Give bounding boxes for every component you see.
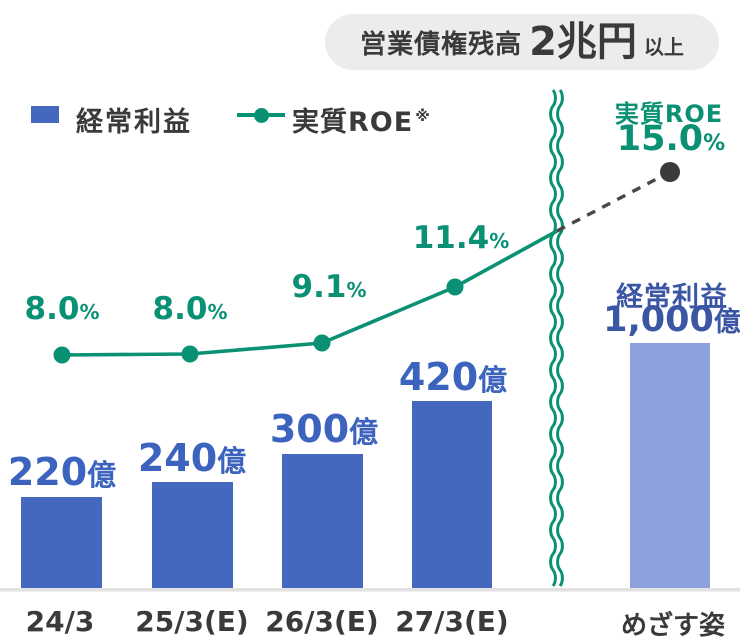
goal-roe-unit: % [703,131,726,156]
roe-point-label: 11.4% [413,223,510,254]
roe-unit: % [207,300,228,324]
roe-unit: % [489,229,510,253]
bar-value-num: 420 [398,355,479,399]
line-marker-dot-icon [254,108,269,123]
bar-25-3 [152,482,233,589]
bar-value-label: 220億 [8,453,116,491]
bar-value-num: 240 [137,436,218,480]
legend-bar-label: 経常利益 [76,107,192,138]
legend: 経常利益 実質ROE ※ [0,92,560,139]
bar-value-unit: 億 [87,458,117,492]
header-badge: 営業債権残高 2兆円 以上 [325,14,719,70]
bar-series-swatch [31,106,59,123]
bar-26-3 [282,454,363,589]
bar-value-unit: 億 [349,415,379,449]
goal-profit-unit: 億 [713,307,740,338]
goal-profit-title: 経常利益 [616,282,728,313]
goal-roe-value: 15.0% [617,122,725,157]
roe-unit: % [79,300,100,324]
roe-num: 11.4 [412,220,490,256]
bar-value-label: 420億 [399,358,507,396]
legend-footnote-mark: ※ [415,107,431,125]
roe-point-label: 8.0% [25,294,100,325]
x-axis-label: 27/3(E) [395,605,509,638]
bar-goal [630,343,710,589]
roe-point-label: 9.1% [292,272,367,303]
goal-profit-value: 1,000億 [603,303,740,338]
bar-value-num: 300 [269,407,350,451]
x-axis-label: めざす姿 [620,611,726,640]
legend-line-label-text: 実質ROE [292,107,414,138]
roe-unit: % [346,278,367,302]
badge-suffix-text: 以上 [643,34,684,59]
legend-line-label: 実質ROE ※ [292,100,431,139]
roe-point-label: 8.0% [153,294,228,325]
badge-prefix-text: 営業債権残高 [360,29,523,60]
line-series-marker [237,104,285,126]
bar-value-num: 220 [7,450,88,494]
roe-num: 8.0 [152,291,208,327]
badge-value-text: 2兆円 [529,19,637,65]
goal-roe-num: 15.0 [616,119,704,159]
bar-value-unit: 億 [217,444,247,478]
x-axis-label: 26/3(E) [265,605,379,638]
bar-value-label: 240億 [138,439,246,477]
goal-roe-title: 実質ROE [614,100,724,128]
roe-num: 9.1 [291,269,347,305]
bar-24-3 [21,497,102,589]
x-axis-label: 24/3 [25,605,95,638]
bar-value-label: 300億 [270,410,378,448]
goal-profit-num: 1,000 [603,300,714,340]
bar-27-3 [412,401,492,589]
x-axis-label: 25/3(E) [135,605,249,638]
bar-value-unit: 億 [478,363,508,397]
roe-num: 8.0 [24,291,80,327]
